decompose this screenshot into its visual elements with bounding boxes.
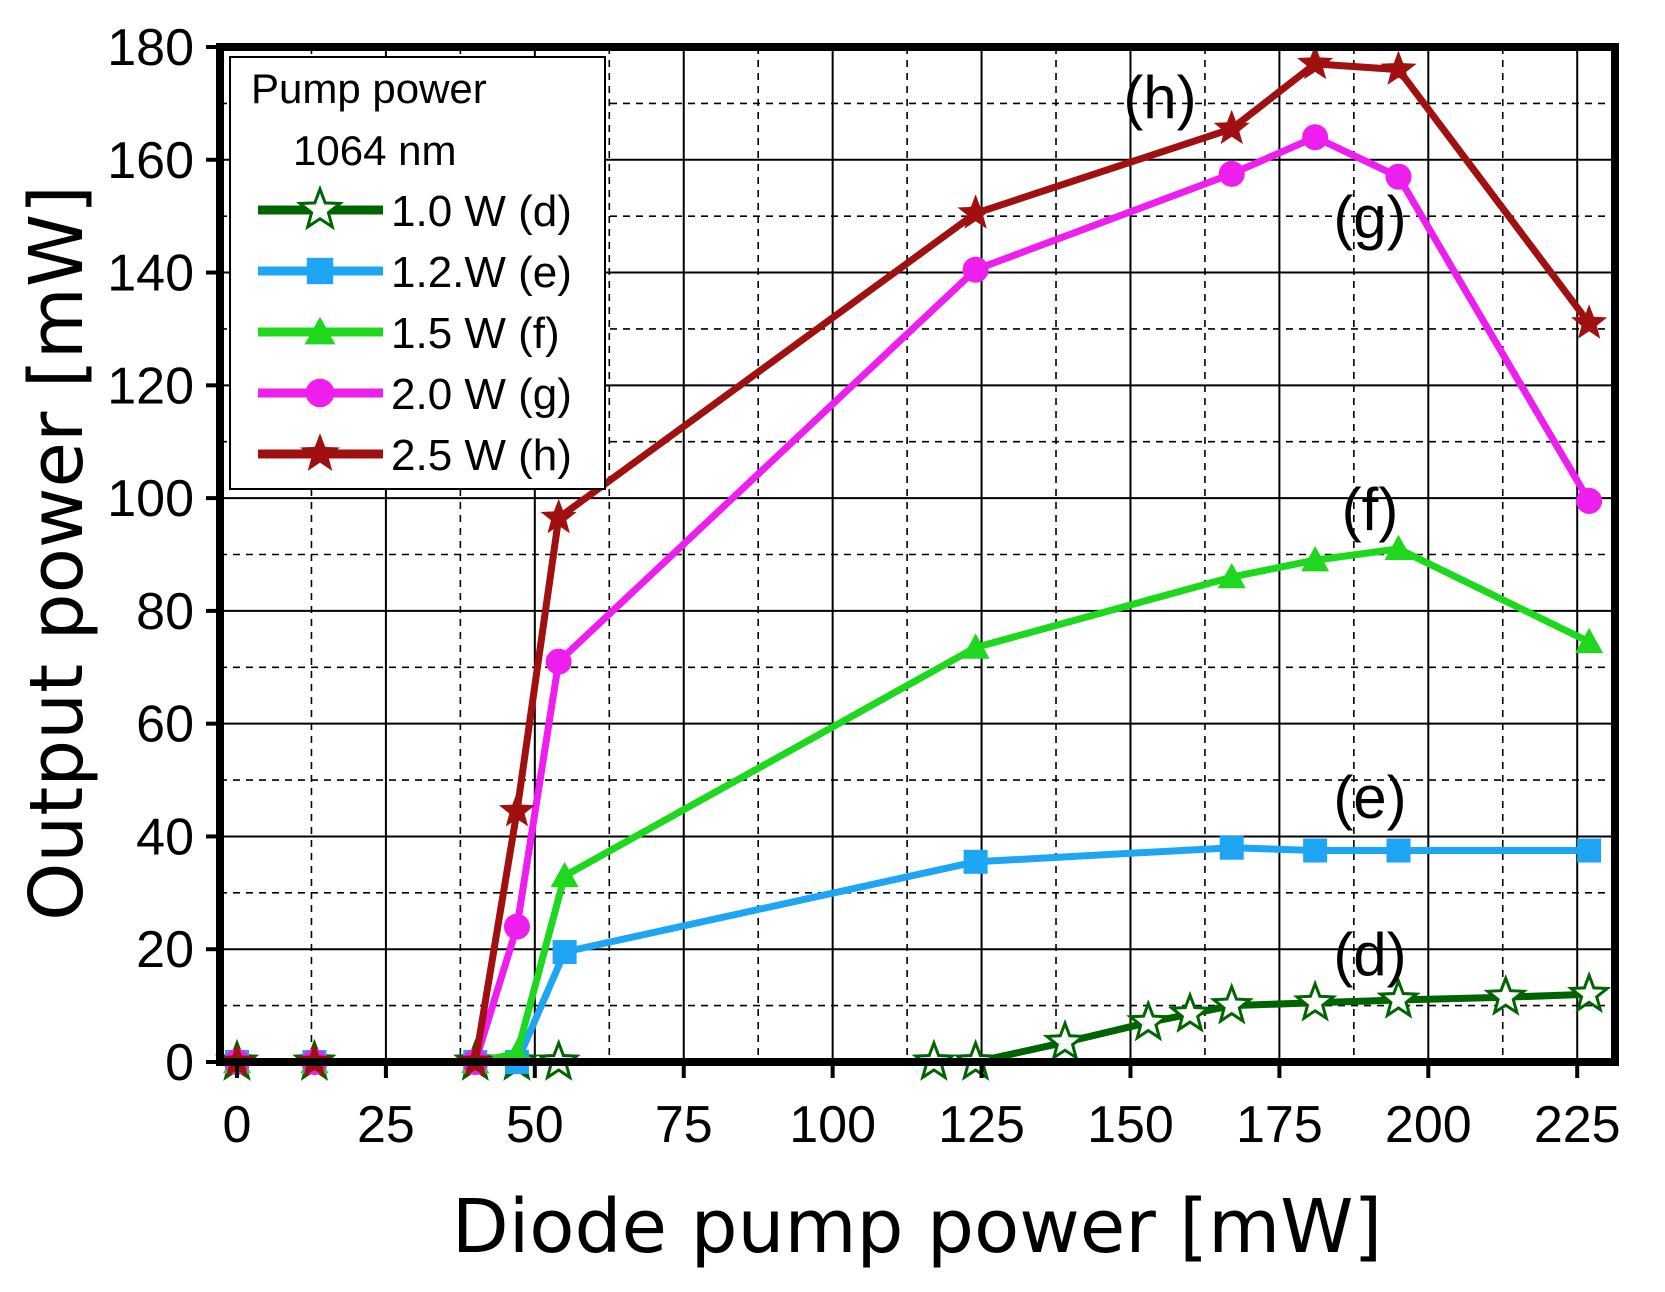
data-point [962, 256, 989, 283]
y-tick-label: 120 [107, 357, 194, 415]
legend-title-line-1: Pump power [251, 65, 487, 112]
y-tick-label: 160 [107, 132, 194, 190]
y-tick-label: 100 [107, 470, 194, 528]
data-point [1386, 838, 1411, 863]
y-tick-label: 20 [136, 921, 194, 979]
data-point [1571, 304, 1608, 339]
data-point [1167, 990, 1213, 1033]
series-annotation-label: (g) [1333, 184, 1406, 251]
x-tick-label: 150 [1087, 1096, 1174, 1154]
data-point [963, 849, 988, 874]
data-point [296, 184, 344, 231]
data-point [552, 940, 577, 965]
x-tick-label: 225 [1534, 1096, 1621, 1154]
data-point [1126, 999, 1171, 1042]
series-line [237, 990, 1590, 1066]
data-point [1577, 838, 1602, 863]
data-point [1376, 976, 1421, 1019]
x-tick-label: 0 [223, 1096, 252, 1154]
data-point [1293, 979, 1338, 1022]
axes: 0 25 50 75 100 125 150 175 200 225 0 20 40 60 80 100 120… [107, 19, 1620, 1154]
legend-entry-label: 1.0 W (d) [391, 187, 572, 236]
data-point [503, 913, 530, 940]
data-point [1209, 982, 1254, 1025]
data-point [1297, 44, 1334, 80]
y-tick-label: 0 [165, 1034, 194, 1092]
legend-entry-label: 1.5 W (f) [391, 309, 560, 358]
data-point [1575, 627, 1604, 654]
data-point [300, 433, 340, 471]
data-point [1483, 973, 1528, 1016]
y-tick-label: 140 [107, 245, 194, 303]
x-tick-label: 25 [357, 1096, 415, 1154]
legend-entry-label: 2.0 W (g) [391, 370, 572, 419]
legend-title-line-2: 1064 nm [293, 127, 456, 174]
x-tick-label: 125 [938, 1096, 1025, 1154]
data-point [545, 648, 572, 675]
x-tick-label: 175 [1236, 1096, 1323, 1154]
data-point [306, 257, 334, 285]
x-tick-label: 100 [789, 1096, 876, 1154]
data-point [540, 498, 577, 534]
legend-entry-label: 1.2.W (e) [391, 248, 572, 297]
x-tick-label: 50 [506, 1096, 564, 1154]
data-point [1567, 971, 1612, 1014]
series-annotation-label: (d) [1333, 921, 1406, 988]
plot-frame [216, 43, 1619, 1066]
y-tick-label: 60 [136, 696, 194, 754]
data-point [498, 792, 535, 827]
data-point [550, 861, 579, 888]
data-point [961, 633, 990, 659]
y-tick-label: 80 [136, 583, 194, 641]
x-tick-label: 200 [1385, 1096, 1472, 1154]
x-tick-label: 75 [655, 1096, 713, 1154]
data-point [1219, 835, 1244, 860]
data-point [305, 378, 335, 408]
data-point [957, 194, 994, 229]
series-annotation-label: (f) [1342, 476, 1399, 543]
data-point [1385, 163, 1412, 190]
series-annotation-label: (e) [1333, 764, 1406, 831]
legend-entry-label: 2.5 W (h) [391, 431, 572, 480]
data-point [1380, 50, 1417, 85]
y-tick-label: 40 [136, 808, 194, 866]
data-point [1384, 534, 1413, 561]
data-point [1217, 563, 1246, 589]
x-axis-title: Diode pump power [mW] [452, 1184, 1383, 1270]
y-tick-label: 180 [107, 19, 194, 77]
data-point [1218, 160, 1245, 187]
data-point [1576, 487, 1603, 514]
data-point [1302, 124, 1329, 151]
series-annotation-label: (h) [1123, 64, 1196, 131]
legend: Pump power 1064 nm 1.0 W (d) 1.2.W (e) 1.5… [229, 56, 606, 490]
data-point [1042, 1019, 1088, 1062]
data-point [1301, 546, 1330, 572]
data-point [1303, 838, 1328, 863]
y-axis-title: Output power [mW] [14, 185, 100, 921]
data-point [1213, 109, 1250, 145]
data-point [304, 316, 336, 345]
